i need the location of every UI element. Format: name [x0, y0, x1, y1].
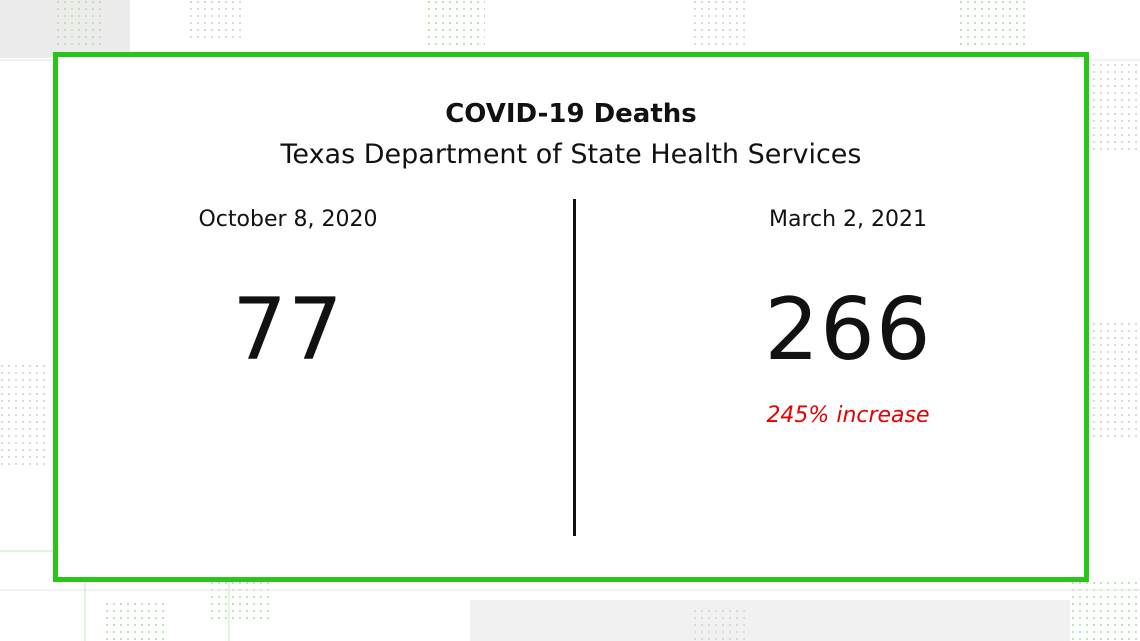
stats-card: COVID-19 Deaths Texas Department of Stat…: [53, 52, 1089, 582]
column-divider: [573, 199, 576, 536]
right-date: March 2, 2021: [768, 207, 928, 232]
left-date: October 8, 2020: [198, 207, 378, 232]
right-value: 266: [764, 280, 932, 380]
card-title: COVID-19 Deaths: [445, 99, 697, 129]
increase-note: 245% increase: [766, 403, 930, 428]
card-subtitle: Texas Department of State Health Service…: [280, 139, 862, 170]
right-stat: March 2, 2021 266 245% increase: [688, 207, 1008, 428]
left-stat: October 8, 2020 77: [128, 207, 448, 373]
left-value: 77: [232, 280, 344, 380]
